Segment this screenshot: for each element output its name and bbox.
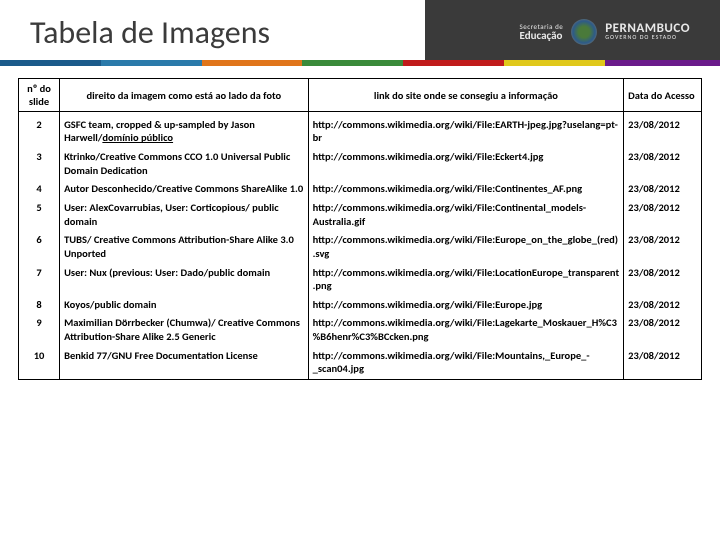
pernambuco-logo: PERNAMBUCO GOVERNO DO ESTADO: [605, 23, 690, 40]
cell-date: 23/08/2012: [624, 148, 702, 180]
cell-slide-number: 2: [19, 116, 60, 148]
cell-link: http://commons.wikimedia.org/wiki/File:M…: [308, 347, 624, 380]
col-link: link do site onde se consegiu a informaç…: [308, 79, 624, 112]
table-row: 5User: AlexCovarrubias, User: Corticopio…: [19, 199, 702, 231]
col-slide-number: nº do slide: [19, 79, 60, 112]
cell-date: 23/08/2012: [624, 264, 702, 296]
table-row: 8Koyos/public domainhttp://commons.wikim…: [19, 296, 702, 315]
cell-link: http://commons.wikimedia.org/wiki/File:E…: [308, 116, 624, 148]
cell-slide-number: 5: [19, 199, 60, 231]
logo-cluster: Secretaria de Educação PERNAMBUCO GOVERN…: [520, 19, 690, 45]
col-date: Data do Acesso: [624, 79, 702, 112]
table-row: 6TUBS/ Creative Commons Attribution-Shar…: [19, 231, 702, 263]
cell-slide-number: 10: [19, 347, 60, 380]
cell-credit: GSFC team, cropped & up-sampled by Jason…: [60, 116, 309, 148]
cell-slide-number: 7: [19, 264, 60, 296]
cell-slide-number: 6: [19, 231, 60, 263]
cell-link: http://commons.wikimedia.org/wiki/File:C…: [308, 199, 624, 231]
cell-credit: TUBS/ Creative Commons Attribution-Share…: [60, 231, 309, 263]
cell-date: 23/08/2012: [624, 347, 702, 380]
cell-credit: Maximilian Dörrbecker (Chumwa)/ Creative…: [60, 314, 309, 346]
table-row: 9Maximilian Dörrbecker (Chumwa)/ Creativ…: [19, 314, 702, 346]
cell-link: http://commons.wikimedia.org/wiki/File:E…: [308, 231, 624, 263]
table-row: 7User: Nux (previous: User: Dado/public …: [19, 264, 702, 296]
cell-credit: Autor Desconhecido/Creative Commons Shar…: [60, 180, 309, 199]
slide-header: Tabela de Imagens Secretaria de Educação…: [0, 0, 720, 60]
cell-slide-number: 4: [19, 180, 60, 199]
cell-slide-number: 8: [19, 296, 60, 315]
table-row: 3Ktrinko/Creative Commons CCO 1.0 Univer…: [19, 148, 702, 180]
cell-link: http://commons.wikimedia.org/wiki/File:C…: [308, 180, 624, 199]
table-row: 10Benkid 77/GNU Free Documentation Licen…: [19, 347, 702, 380]
table-header-row: nº do slide direito da imagem como está …: [19, 79, 702, 112]
cell-date: 23/08/2012: [624, 231, 702, 263]
cell-date: 23/08/2012: [624, 296, 702, 315]
cell-date: 23/08/2012: [624, 180, 702, 199]
cell-link: http://commons.wikimedia.org/wiki/File:E…: [308, 296, 624, 315]
cell-credit: User: Nux (previous: User: Dado/public d…: [60, 264, 309, 296]
cell-link: http://commons.wikimedia.org/wiki/File:L…: [308, 314, 624, 346]
cell-slide-number: 9: [19, 314, 60, 346]
state-seal-icon: [571, 19, 597, 45]
cell-link: http://commons.wikimedia.org/wiki/File:L…: [308, 264, 624, 296]
cell-credit: User: AlexCovarrubias, User: Corticopiou…: [60, 199, 309, 231]
cell-credit: Koyos/public domain: [60, 296, 309, 315]
cell-slide-number: 3: [19, 148, 60, 180]
cell-date: 23/08/2012: [624, 314, 702, 346]
cell-credit: Ktrinko/Creative Commons CCO 1.0 Univers…: [60, 148, 309, 180]
cell-credit: Benkid 77/GNU Free Documentation License: [60, 347, 309, 380]
cell-date: 23/08/2012: [624, 199, 702, 231]
col-credit: direito da imagem como está ao lado da f…: [60, 79, 309, 112]
cell-date: 23/08/2012: [624, 116, 702, 148]
color-stripe: [0, 60, 720, 66]
page-title: Tabela de Imagens: [30, 13, 270, 52]
images-table: nº do slide direito da imagem como está …: [18, 78, 702, 380]
cell-link: http://commons.wikimedia.org/wiki/File:E…: [308, 148, 624, 180]
table-row: 2GSFC team, cropped & up-sampled by Jaso…: [19, 116, 702, 148]
table-row: 4Autor Desconhecido/Creative Commons Sha…: [19, 180, 702, 199]
secretaria-logo: Secretaria de Educação: [520, 23, 564, 41]
